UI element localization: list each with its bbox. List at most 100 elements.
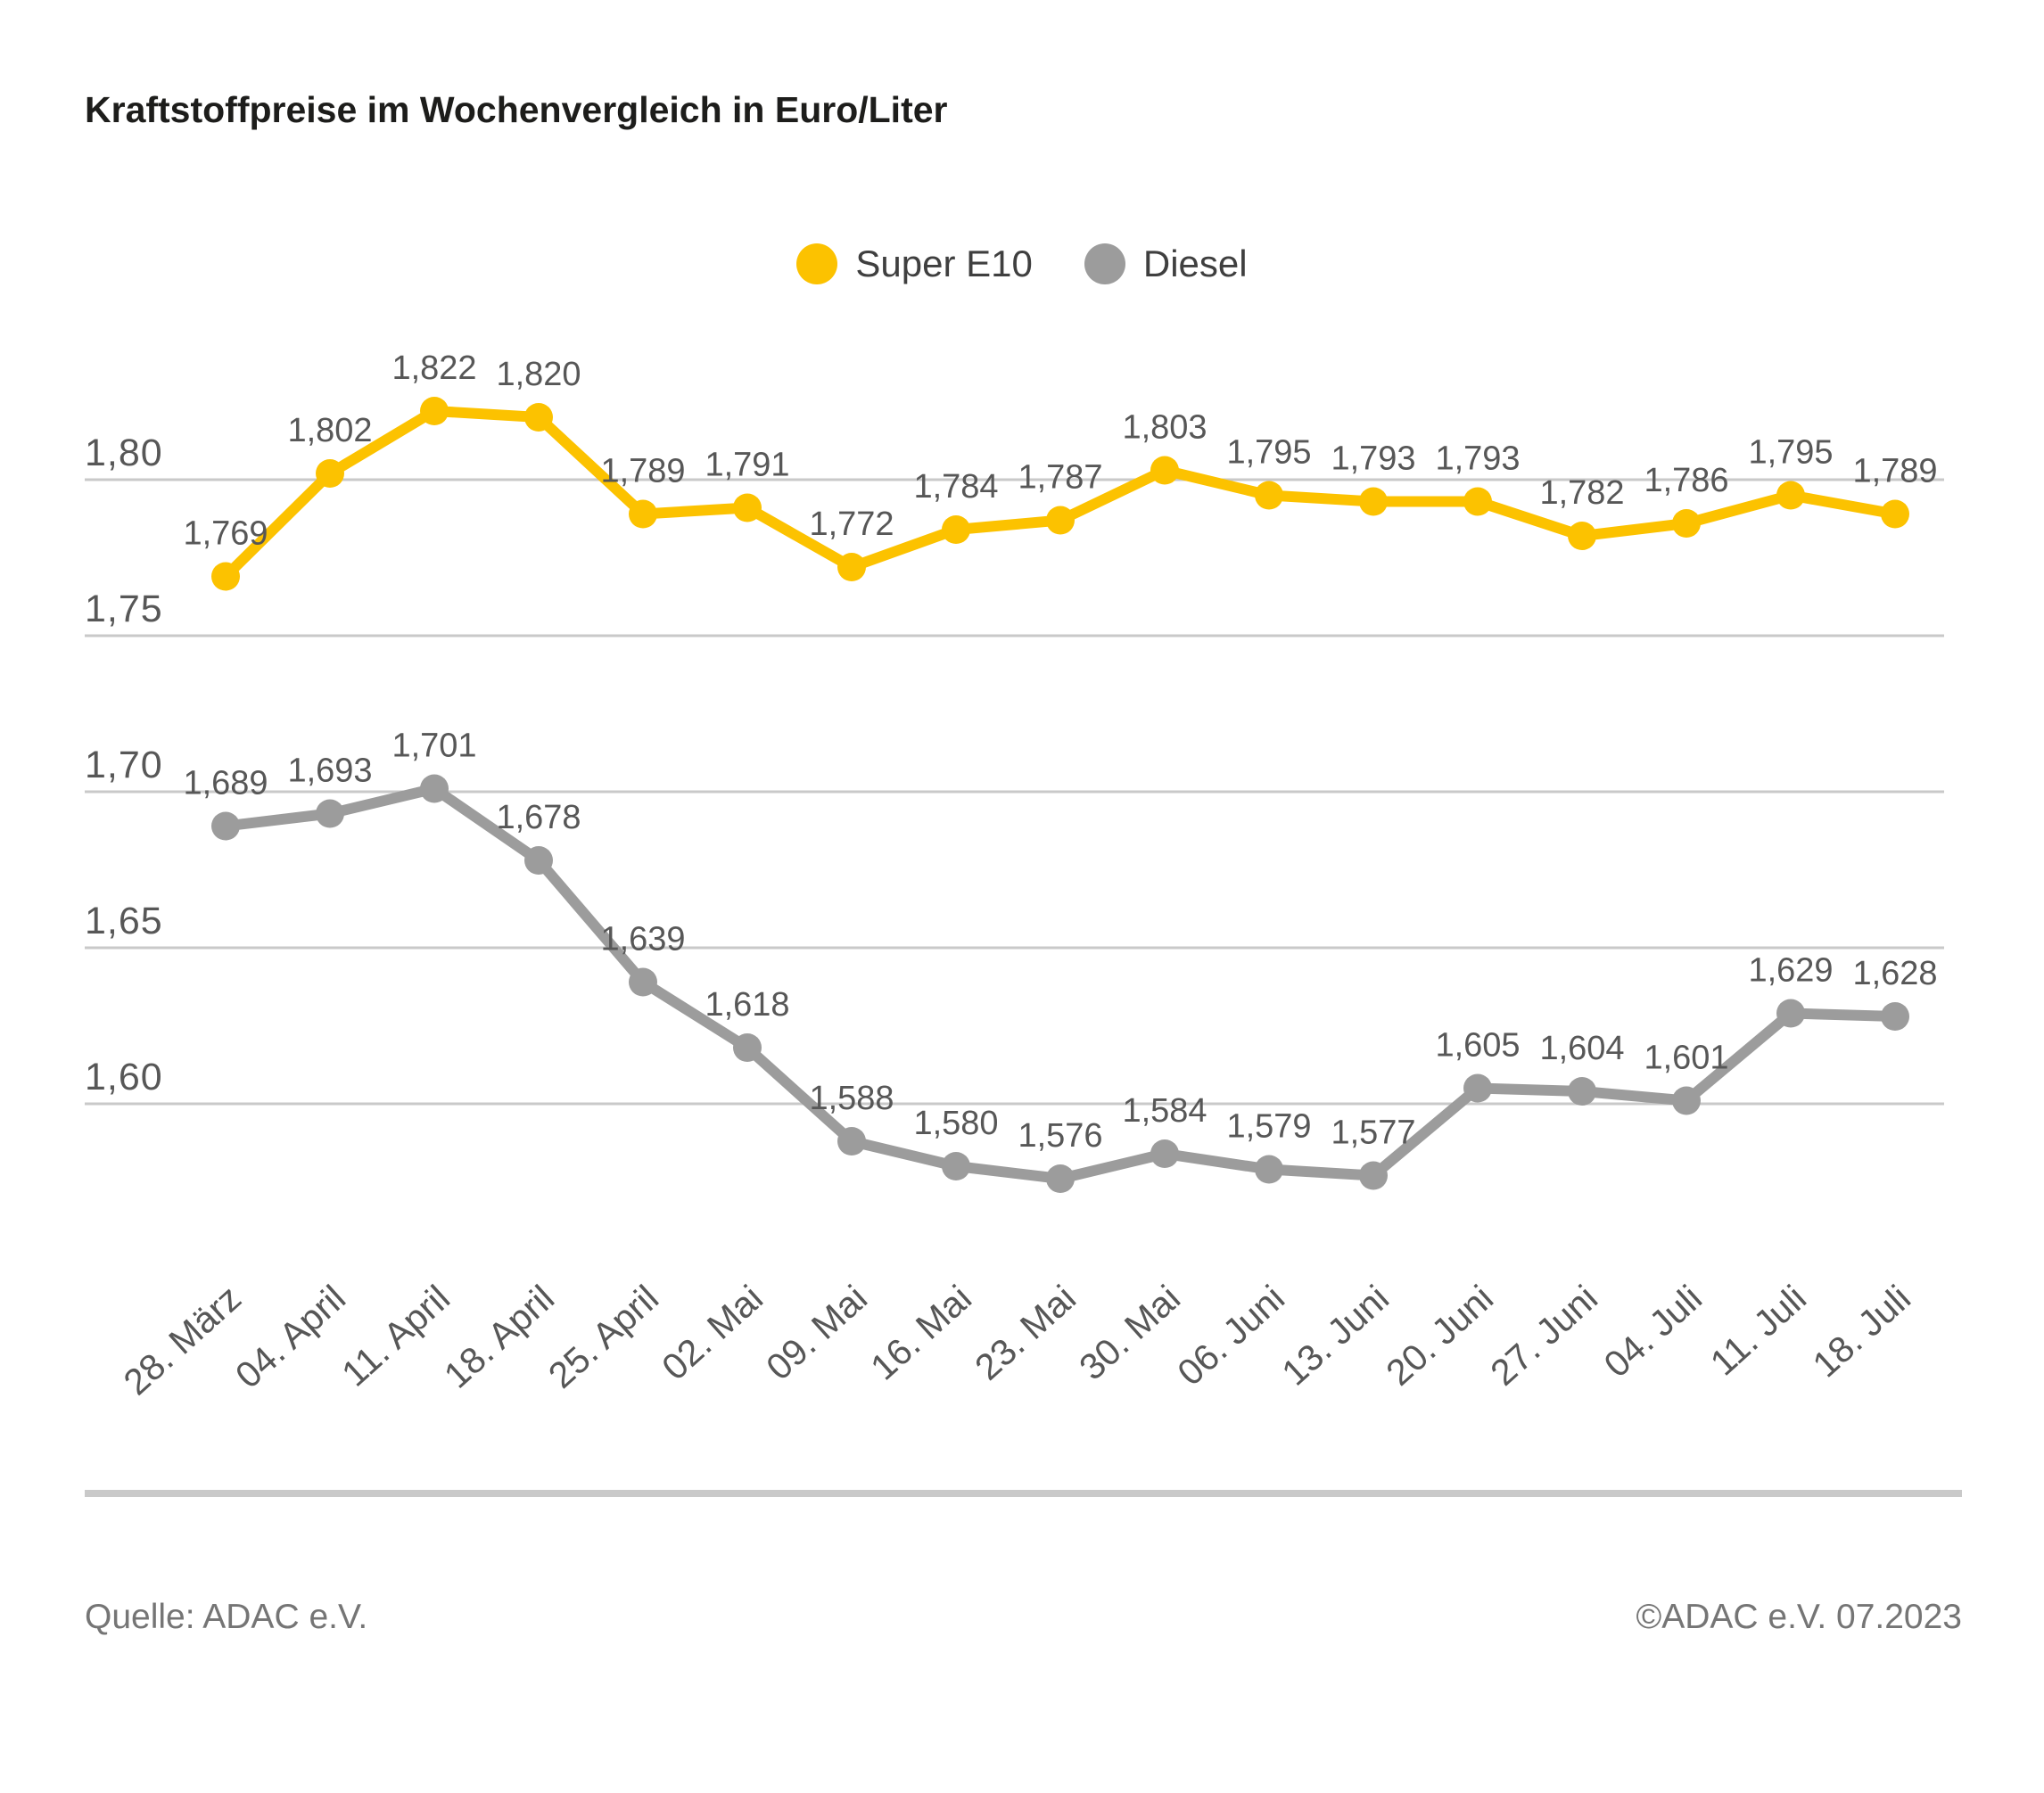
data-point: [1255, 481, 1283, 510]
value-label: 1,604: [1539, 1030, 1624, 1067]
data-point: [1672, 1086, 1701, 1115]
x-axis-label: 18. April: [436, 1278, 562, 1396]
x-axis-label: 16. Mai: [862, 1278, 979, 1388]
data-point: [1463, 1073, 1492, 1103]
value-label: 1,803: [1122, 409, 1207, 447]
value-label: 1,629: [1748, 952, 1833, 990]
value-label: 1,576: [1018, 1117, 1102, 1155]
data-point: [1255, 1155, 1283, 1184]
x-axis-label: 30. Mai: [1071, 1278, 1188, 1388]
data-point: [1463, 487, 1492, 516]
data-point: [733, 493, 762, 522]
series-super-e10: 1,769 1,802 1,822 1,820 1,789 1,791 1,772 1,784…: [183, 350, 1938, 591]
value-label: 1,601: [1644, 1040, 1728, 1077]
value-label: 1,784: [913, 468, 998, 506]
value-label: 1,628: [1852, 955, 1937, 992]
value-label: 1,795: [1748, 434, 1833, 472]
value-label: 1,820: [496, 356, 581, 393]
value-label: 1,639: [600, 921, 685, 958]
value-label: 1,769: [183, 515, 268, 553]
value-label: 1,795: [1226, 434, 1311, 472]
x-axis-label: 27. Juni: [1483, 1278, 1606, 1394]
value-label: 1,789: [600, 453, 685, 490]
data-point: [420, 397, 449, 425]
chart-legend: Super E10 Diesel: [0, 243, 2044, 285]
chart-title: Kraftstoffpreise im Wochenvergleich in E…: [85, 89, 948, 130]
data-point: [524, 403, 553, 432]
x-axis-label: 11. April: [334, 1278, 457, 1394]
data-point: [629, 967, 657, 997]
copyright-note: ©ADAC e.V. 07.2023: [1636, 1598, 1962, 1636]
x-axis-label: 25. April: [540, 1278, 666, 1396]
value-label: 1,701: [391, 728, 476, 765]
data-point: [316, 459, 344, 488]
super-e10-dot-icon: [796, 243, 838, 284]
data-point: [1359, 487, 1388, 516]
series-diesel: 1,689 1,693 1,701 1,678 1,639 1,618 1,588 1,580…: [183, 728, 1938, 1193]
data-point: [1776, 481, 1805, 510]
legend-label-super-e10: Super E10: [855, 243, 1033, 284]
data-point: [420, 774, 449, 803]
legend-item-diesel: Diesel: [1084, 243, 1248, 285]
legend-label-diesel: Diesel: [1142, 243, 1248, 284]
value-label: 1,791: [705, 447, 789, 484]
data-point: [316, 799, 344, 828]
data-point: [837, 553, 866, 581]
value-label: 1,693: [287, 753, 372, 790]
y-axis-label: 1,65: [85, 900, 163, 942]
value-label: 1,580: [913, 1105, 998, 1142]
value-label: 1,577: [1331, 1114, 1415, 1152]
data-point: [1881, 499, 1909, 529]
value-label: 1,588: [809, 1080, 894, 1117]
value-label: 1,579: [1226, 1108, 1311, 1146]
data-point: [211, 562, 240, 591]
gridlines: 1,80 1,75 1,70 1,65 1,60: [85, 432, 1944, 1106]
data-point: [1046, 506, 1075, 535]
data-point: [524, 846, 553, 875]
data-point: [1776, 999, 1805, 1028]
value-label: 1,789: [1852, 453, 1937, 490]
y-axis-label: 1,60: [85, 1056, 163, 1098]
x-axis-label: 23. Mai: [967, 1278, 1084, 1388]
data-point: [1568, 1077, 1596, 1106]
data-point: [942, 1152, 970, 1180]
x-axis-label: 09. Mai: [758, 1278, 875, 1388]
value-label: 1,618: [705, 986, 789, 1024]
y-axis-label: 1,80: [85, 432, 163, 474]
value-label: 1,787: [1018, 459, 1102, 497]
value-label: 1,605: [1435, 1027, 1520, 1065]
legend-item-super-e10: Super E10: [796, 243, 1033, 285]
data-point: [1568, 522, 1596, 550]
data-point: [733, 1033, 762, 1062]
x-axis-label: 20. Juni: [1379, 1278, 1502, 1394]
data-point: [837, 1127, 866, 1156]
value-label: 1,782: [1539, 474, 1624, 512]
data-point: [1150, 456, 1179, 485]
value-label: 1,678: [496, 799, 581, 836]
x-axis-label: 04. Juli: [1596, 1278, 1710, 1386]
data-point: [942, 515, 970, 544]
footer-divider: [85, 1490, 1962, 1497]
data-point: [1672, 509, 1701, 538]
data-point: [1359, 1161, 1388, 1190]
x-axis-label: 06. Juni: [1170, 1278, 1293, 1394]
diesel-dot-icon: [1084, 243, 1125, 284]
data-point: [1150, 1139, 1179, 1168]
y-axis-label: 1,75: [85, 588, 163, 630]
source-note: Quelle: ADAC e.V.: [85, 1598, 368, 1636]
x-axis-label: 04. April: [227, 1278, 353, 1396]
value-label: 1,793: [1435, 440, 1520, 478]
data-point: [1046, 1164, 1075, 1193]
data-point: [1881, 1002, 1909, 1031]
data-point: [629, 499, 657, 529]
x-axis-label: 02. Mai: [654, 1278, 771, 1388]
value-label: 1,772: [809, 506, 894, 543]
x-axis-label: 18. Juli: [1805, 1278, 1918, 1386]
data-point: [211, 811, 240, 841]
value-label: 1,802: [287, 412, 372, 449]
value-label: 1,786: [1644, 462, 1728, 499]
value-label: 1,689: [183, 765, 268, 802]
